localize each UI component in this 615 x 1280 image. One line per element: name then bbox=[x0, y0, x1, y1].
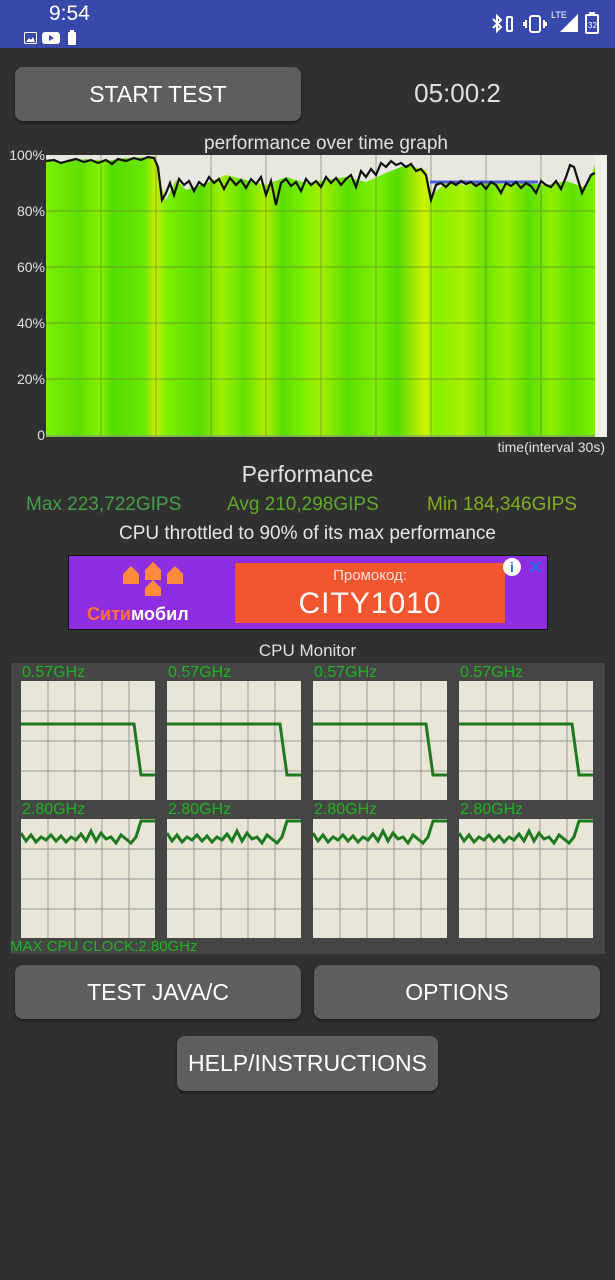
test-java-c-button[interactable]: TEST JAVA/C bbox=[15, 965, 301, 1019]
core-graph-5 bbox=[19, 819, 155, 938]
core-graph-3 bbox=[313, 681, 447, 800]
bluetooth-vibrate-icon bbox=[490, 13, 516, 39]
core-freq-6: 2.80GHz bbox=[168, 801, 232, 818]
throttle-message: CPU throttled to 90% of its max performa… bbox=[119, 523, 496, 544]
vibrate-icon bbox=[523, 13, 547, 40]
performance-title: Performance bbox=[241, 461, 374, 487]
core-freq-1: 0.57GHz bbox=[22, 664, 86, 681]
y-label-0: 0 bbox=[37, 427, 45, 443]
core-graph-2 bbox=[167, 681, 301, 800]
youtube-icon bbox=[42, 31, 60, 49]
core-freq-2: 0.57GHz bbox=[168, 664, 232, 681]
avg-performance: Avg 210,298GIPS bbox=[227, 494, 379, 515]
performance-graph bbox=[46, 155, 607, 437]
graph-title: performance over time graph bbox=[204, 133, 448, 154]
core-freq-5: 2.80GHz bbox=[22, 801, 86, 818]
cpu-monitor-title: CPU Monitor bbox=[258, 641, 357, 660]
ad-logo-houses-icon bbox=[123, 562, 183, 596]
network-type: LTE bbox=[551, 10, 567, 20]
core-freq-4: 0.57GHz bbox=[460, 664, 524, 681]
core-graph-4 bbox=[459, 681, 593, 800]
max-performance: Max 223,722GIPS bbox=[26, 494, 182, 515]
core-freq-3: 0.57GHz bbox=[314, 664, 378, 681]
ad-brand-name: Ситимобил bbox=[87, 604, 189, 624]
ad-promo-label: Промокод: bbox=[333, 567, 407, 584]
core-graph-7 bbox=[311, 819, 447, 938]
core-freq-7: 2.80GHz bbox=[314, 801, 378, 818]
options-button[interactable]: OPTIONS bbox=[314, 965, 600, 1019]
ad-close-icon[interactable]: ✕ bbox=[527, 557, 544, 579]
ad-info-icon[interactable]: i bbox=[503, 558, 521, 576]
min-performance: Min 184,346GIPS bbox=[427, 494, 577, 515]
cpu-monitor-panel: 0.57GHz 0.57GHz 0.57GHz 0.57GHz 2.80GHz … bbox=[11, 663, 605, 954]
max-cpu-clock: MAX CPU CLOCK:2.80GHz bbox=[10, 938, 198, 955]
gallery-icon bbox=[24, 31, 37, 49]
status-time: 9:54 bbox=[49, 2, 90, 25]
x-axis-label: time(interval 30s) bbox=[497, 439, 605, 455]
battery-level: 32 bbox=[588, 21, 597, 30]
y-label-60: 60% bbox=[16, 259, 45, 275]
battery-icon bbox=[585, 12, 599, 39]
ad-promo-code: CITY1010 bbox=[298, 587, 442, 620]
status-bar: 9:54 LTE 32 bbox=[0, 0, 615, 48]
y-label-80: 80% bbox=[16, 203, 45, 219]
core-graph-8 bbox=[457, 819, 593, 938]
ad-banner[interactable]: Ситимобил Промокод: CITY1010 i ✕ bbox=[68, 555, 548, 630]
ad-promo-box: Промокод: CITY1010 bbox=[235, 563, 505, 623]
core-graph-1 bbox=[21, 681, 155, 800]
core-freq-8: 2.80GHz bbox=[460, 801, 524, 818]
help-instructions-button[interactable]: HELP/INSTRUCTIONS bbox=[177, 1036, 438, 1091]
core-graph-6 bbox=[165, 819, 301, 938]
signal-icon bbox=[560, 14, 578, 37]
test-timer: 05:00:2 bbox=[414, 78, 501, 108]
y-label-40: 40% bbox=[16, 315, 45, 331]
start-test-button[interactable]: START TEST bbox=[15, 67, 301, 121]
y-label-100: 100% bbox=[9, 147, 45, 163]
y-label-20: 20% bbox=[16, 371, 45, 387]
battery-small-icon bbox=[68, 30, 76, 50]
